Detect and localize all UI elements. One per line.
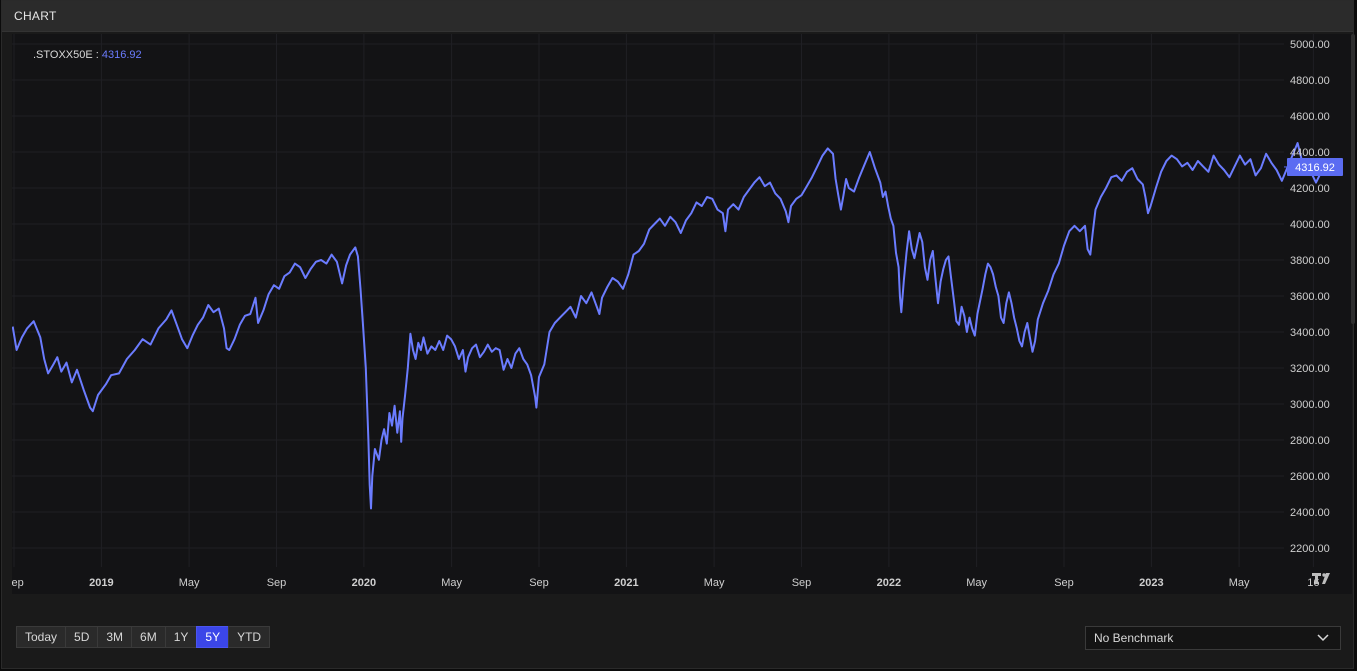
range-button-5y[interactable]: 5Y [196,626,230,648]
last-value-badge [1287,157,1343,176]
range-selector: Today 5D 3M 6M 1Y 5Y YTD [16,626,271,648]
x-tick-label: 2021 [614,577,638,589]
y-tick-label: 3800.00 [1290,255,1330,267]
x-tick-label: May [704,577,725,589]
x-tick-label: Sep [792,577,812,589]
x-tick-label: 2022 [877,577,901,589]
y-tick-label: 4000.00 [1290,219,1330,231]
range-button-today[interactable]: Today [16,626,67,648]
chart-area[interactable]: 2200.00 2400.00 2600.00 2800.00 3000.00 3200.… [4,34,1352,594]
range-button-5d[interactable]: 5D [65,626,99,648]
range-button-ytd[interactable]: YTD [228,626,271,648]
legend-value: 4316.92 [101,49,142,61]
range-button-3m[interactable]: 3M [97,626,133,648]
legend-separator: : [92,49,102,61]
x-tick-label: 2023 [1139,577,1163,589]
range-button-1y[interactable]: 1Y [164,626,198,648]
range-button-6m[interactable]: 6M [131,626,166,648]
y-tick-label: 3200.00 [1290,363,1330,375]
last-value-label: 4316.92 [1295,162,1335,174]
x-tick-label: May [966,577,987,589]
y-tick-label: 2400.00 [1290,507,1330,519]
benchmark-select[interactable]: No Benchmark [1085,626,1341,650]
x-tick-label: Sep [1054,577,1074,589]
tradingview-logo-icon[interactable] [1312,573,1330,584]
x-tick-label: 2019 [89,577,113,589]
price-chart[interactable]: 2200.00 2400.00 2600.00 2800.00 3000.00 3200.… [4,34,1352,594]
y-tick-label: 2600.00 [1290,471,1330,483]
y-tick-label: 3400.00 [1290,327,1330,339]
vertical-scrollbar[interactable] [1351,34,1355,324]
chevron-down-icon [1316,627,1330,649]
x-tick-label: May [441,577,462,589]
y-axis: 2200.00 2400.00 2600.00 2800.00 3000.00 3200.… [1284,39,1343,555]
panel-header: CHART [2,1,1353,32]
y-tick-label: 4200.00 [1290,183,1330,195]
x-tick-label: Sep [529,577,549,589]
grid-lines [12,34,1314,567]
y-tick-label: 3600.00 [1290,291,1330,303]
x-tick-label: Sep [12,577,24,589]
y-tick-label: 4800.00 [1290,75,1330,87]
x-tick-label: May [179,577,200,589]
x-tick-label: May [1229,577,1250,589]
y-tick-label: 2800.00 [1290,435,1330,447]
panel-title: CHART [14,9,57,23]
legend-symbol: .STOXX50E [33,49,93,61]
x-tick-label: Sep [267,577,287,589]
y-tick-label: 3000.00 [1290,399,1330,411]
y-tick-label: 2200.00 [1290,543,1330,555]
x-tick-label: 2020 [352,577,376,589]
y-tick-label: 5000.00 [1290,39,1330,51]
y-tick-label: 4600.00 [1290,111,1330,123]
y-tick-label: 4400.00 [1290,147,1330,159]
x-axis: Sep 2019 May Sep 2020 May Sep 2021 May Sep 2022 May… [4,577,1319,589]
chart-legend: .STOXX50E : 4316.92 [33,49,142,61]
series-line-stoxx50e[interactable] [11,142,1328,510]
benchmark-value: No Benchmark [1094,631,1174,645]
